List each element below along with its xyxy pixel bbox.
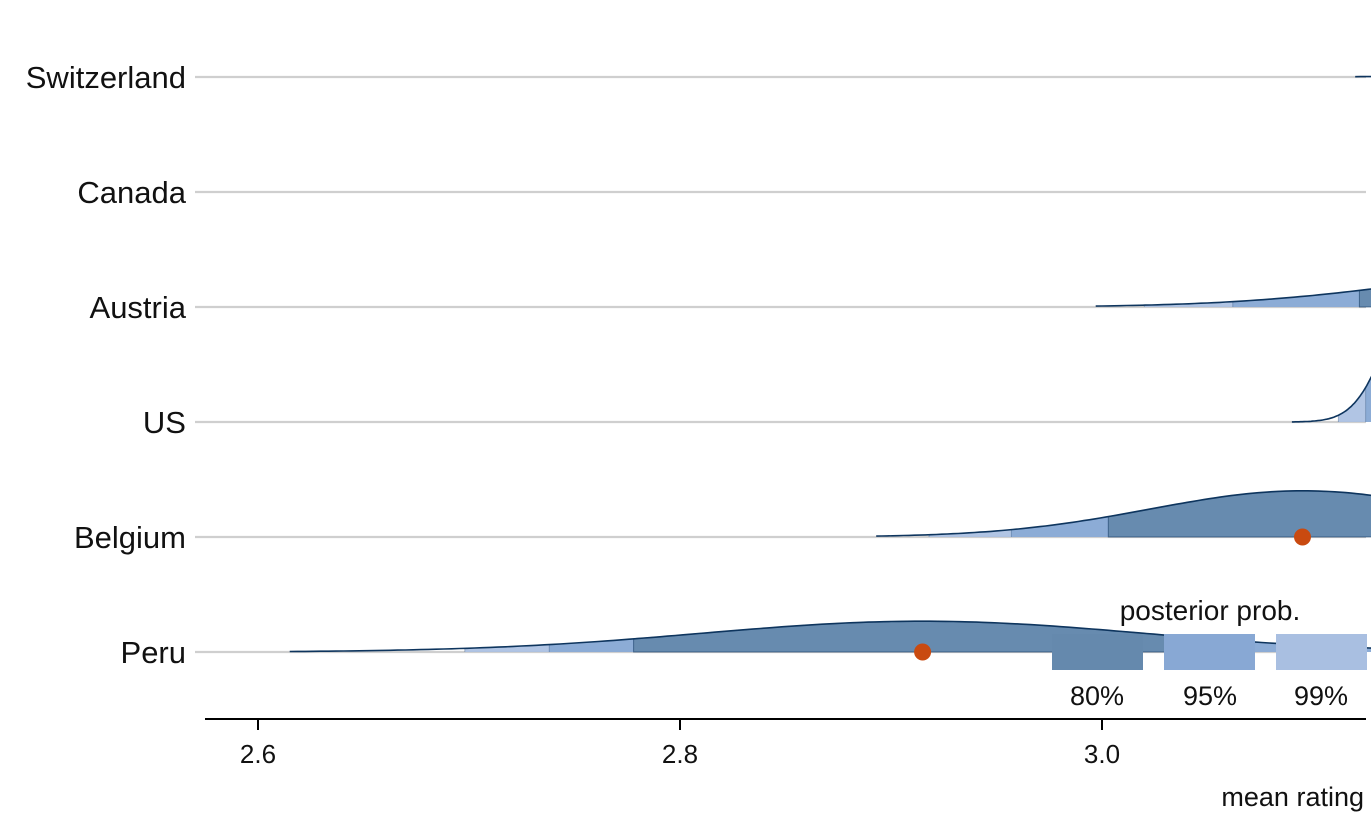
ridge-us-outline: [1291, 375, 1371, 423]
ridges: [289, 75, 1371, 653]
category-label-belgium: Belgium: [74, 520, 186, 555]
legend-title: posterior prob.: [1120, 595, 1301, 626]
x-tick-label-2: 3.0: [1084, 739, 1120, 769]
ridge-us-95: [1365, 377, 1371, 422]
category-label-us: US: [143, 405, 186, 440]
x-tick-label-1: 2.8: [662, 739, 698, 769]
ridge-austria-outline: [1095, 288, 1371, 307]
ridge-belgium-80: [1107, 490, 1371, 538]
ridge-us: [1291, 375, 1371, 423]
category-label-canada: Canada: [77, 175, 186, 210]
legend-label-95: 95%: [1183, 681, 1237, 711]
category-label-peru: Peru: [121, 635, 186, 670]
category-labels: Switzerland Canada Austria US Belgium Peru: [26, 60, 187, 670]
legend: posterior prob. 80% 95% 99%: [1052, 595, 1367, 711]
category-label-switzerland: Switzerland: [26, 60, 186, 95]
mean-points: [914, 528, 1311, 661]
ridge-belgium: [876, 490, 1371, 538]
legend-label-99: 99%: [1294, 681, 1348, 711]
ridge-switzerland: [1355, 75, 1371, 78]
ridge-austria: [1095, 288, 1371, 308]
ridge-switzerland-outline: [1355, 75, 1371, 78]
category-label-austria: Austria: [90, 290, 187, 325]
x-tick-label-0: 2.6: [240, 739, 276, 769]
x-axis-ticks: 2.62.83.03.23.43.6: [240, 719, 1120, 769]
ridge-austria-80: [1358, 288, 1371, 308]
baselines: [195, 75, 1366, 654]
ridge-belgium-outline: [876, 490, 1371, 537]
mean-point-belgium: [1294, 528, 1311, 546]
x-axis: 2.62.83.03.23.43.6 mean rating: [205, 718, 1366, 812]
legend-label-80: 80%: [1070, 681, 1124, 711]
legend-swatch-80: [1052, 634, 1143, 670]
legend-swatch-99: [1276, 634, 1367, 670]
x-axis-title: mean rating: [1221, 782, 1364, 812]
legend-swatch-95: [1164, 634, 1255, 670]
mean-point-peru: [914, 643, 932, 661]
